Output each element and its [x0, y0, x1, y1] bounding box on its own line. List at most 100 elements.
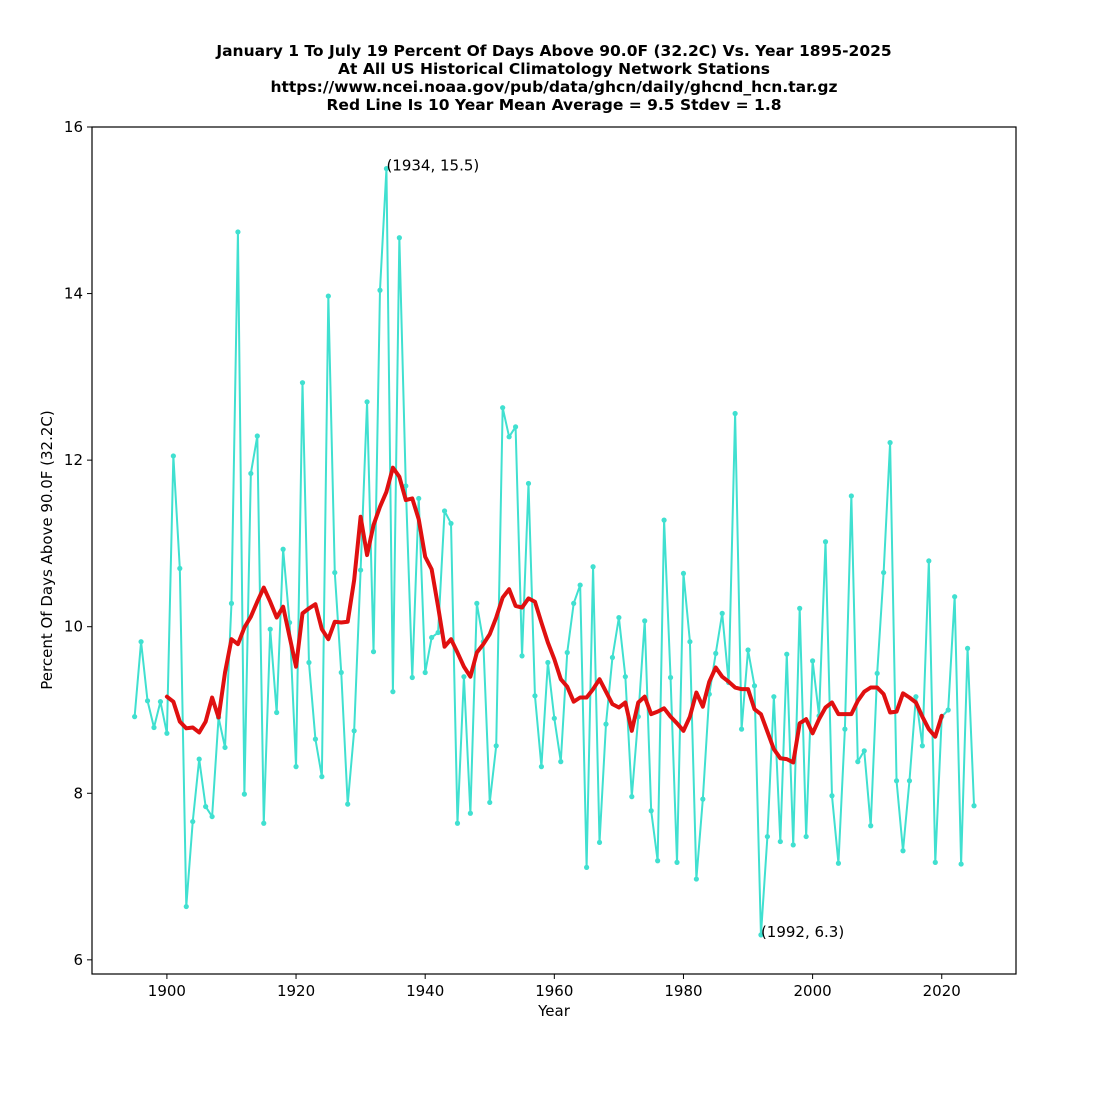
y-tick-label: 16 [64, 118, 83, 136]
data-point-1958 [538, 764, 545, 770]
data-point-1922 [306, 659, 312, 666]
data-point-1951 [493, 743, 499, 749]
data-point-1986 [719, 610, 725, 616]
data-point-1914 [254, 433, 260, 439]
data-point-2016 [913, 694, 919, 700]
data-point-1895 [132, 714, 138, 720]
data-point-2008 [861, 748, 867, 754]
data-point-1971 [622, 674, 628, 680]
x-tick-label: 2000 [794, 982, 832, 1000]
data-point-1952 [500, 405, 506, 411]
data-point-1939 [416, 495, 422, 502]
data-point-1963 [571, 600, 577, 606]
annotations: (1934, 15.5) (1992, 6.3) [386, 157, 844, 941]
data-point-1903 [183, 903, 189, 910]
title-line-3: https://www.ncei.noaa.gov/pub/data/ghcn/… [270, 78, 837, 96]
data-point-1900 [164, 730, 170, 736]
data-point-2018 [926, 558, 932, 564]
data-point-1897 [144, 698, 151, 704]
data-point-1901 [170, 453, 176, 459]
x-tick-label: 2020 [923, 982, 961, 1000]
data-point-1950 [487, 799, 493, 806]
y-axis: 6 8 10 12 14 16 [64, 118, 92, 969]
x-axis-label: Year [537, 1002, 571, 1020]
data-point-1938 [409, 674, 415, 681]
x-tick-label: 1920 [277, 982, 315, 1000]
data-point-1991 [751, 683, 758, 689]
data-point-1911 [235, 229, 241, 235]
data-point-1909 [222, 744, 228, 751]
data-point-1907 [209, 813, 215, 820]
x-tick-label: 1940 [406, 982, 444, 1000]
data-point-1927 [338, 669, 344, 676]
data-point-2017 [919, 743, 925, 749]
data-point-1954 [512, 424, 519, 430]
data-point-1969 [609, 654, 616, 661]
y-tick-label: 8 [73, 784, 83, 802]
y-tick-label: 14 [64, 285, 83, 303]
data-point-1940 [422, 669, 428, 676]
data-point-1957 [532, 693, 538, 699]
data-point-1965 [584, 864, 590, 870]
data-point-1943 [441, 508, 448, 514]
data-point-2013 [893, 778, 900, 784]
data-point-1915 [261, 820, 267, 826]
data-point-2014 [900, 848, 906, 854]
data-series [132, 166, 977, 938]
data-point-1981 [687, 639, 693, 645]
data-point-1992 [758, 932, 764, 938]
data-point-2009 [868, 823, 874, 829]
data-point-1898 [151, 724, 157, 731]
data-point-1941 [429, 634, 435, 641]
title-line-1: January 1 To July 19 Percent Of Days Abo… [215, 42, 891, 60]
data-point-2015 [906, 778, 913, 784]
data-point-1931 [364, 399, 370, 405]
data-point-1989 [738, 726, 745, 732]
data-point-1999 [803, 833, 809, 840]
data-point-1912 [241, 791, 247, 797]
data-point-1946 [461, 674, 467, 680]
data-point-1921 [299, 380, 306, 386]
data-point-1902 [177, 565, 183, 572]
y-axis-label: Percent Of Days Above 90.0F (32.2C) [38, 410, 56, 689]
data-point-1980 [680, 570, 687, 577]
data-point-2000 [810, 658, 816, 664]
data-point-2004 [835, 860, 842, 866]
data-point-1928 [345, 801, 351, 807]
data-point-1994 [771, 694, 777, 700]
data-point-1968 [603, 721, 609, 727]
y-tick-label: 10 [64, 618, 83, 636]
data-point-1966 [590, 564, 596, 570]
data-point-1972 [629, 794, 635, 800]
data-point-1929 [351, 728, 357, 734]
mean-series [164, 465, 944, 765]
y-tick-label: 6 [73, 951, 83, 969]
data-point-1959 [545, 659, 551, 666]
data-point-1979 [674, 859, 680, 865]
data-point-1953 [506, 434, 512, 440]
data-point-1916 [267, 626, 273, 632]
data-point-1982 [693, 876, 699, 882]
data-point-1905 [196, 756, 202, 762]
data-point-1918 [280, 546, 286, 552]
data-point-1960 [551, 715, 557, 721]
data-point-2006 [848, 493, 854, 499]
data-point-2007 [855, 759, 861, 765]
data-point-1910 [228, 600, 235, 606]
data-point-1933 [377, 287, 383, 293]
annotation-min: (1992, 6.3) [761, 923, 844, 941]
data-point-2002 [822, 539, 829, 545]
data-point-1976 [655, 858, 661, 864]
data-point-1906 [203, 803, 209, 810]
data-point-1975 [648, 808, 654, 814]
data-point-1934 [383, 166, 390, 172]
data-point-1996 [784, 651, 790, 657]
data-point-1990 [745, 647, 751, 653]
data-point-1926 [332, 569, 338, 576]
data-point-1985 [713, 650, 719, 656]
data-point-1930 [358, 567, 364, 573]
data-point-2019 [932, 859, 938, 865]
data-point-1978 [667, 674, 674, 681]
data-point-2011 [881, 569, 887, 576]
plot-area [132, 166, 977, 938]
